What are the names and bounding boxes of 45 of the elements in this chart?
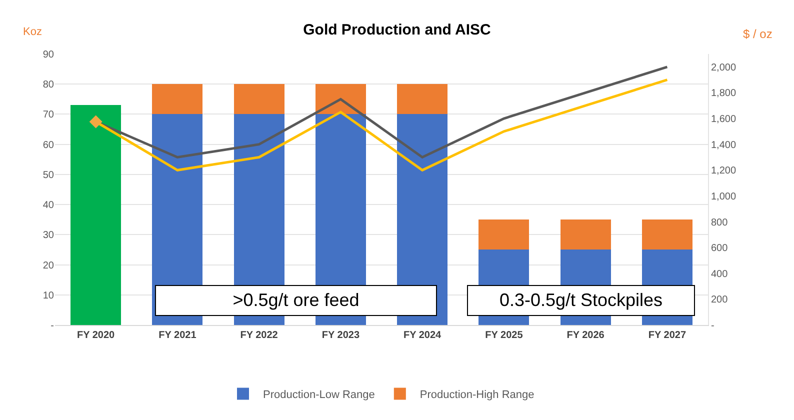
annotation: >0.5g/t ore feed xyxy=(232,290,360,311)
x-tick-label: FY 2022 xyxy=(240,330,278,341)
y-tick-label: - xyxy=(50,320,54,332)
x-tick-label: FY 2024 xyxy=(403,330,442,341)
x-tick-label: FY 2023 xyxy=(322,330,360,341)
x-tick-label: FY 2025 xyxy=(485,330,524,341)
x-tick-label: FY 2026 xyxy=(566,330,605,341)
bar xyxy=(478,220,530,250)
y2-tick-label: 800 xyxy=(711,217,728,228)
y-tick-label: 70 xyxy=(42,110,54,121)
y2-tick-label: 1,800 xyxy=(711,88,736,100)
bar xyxy=(642,220,692,250)
y2-tick-label: 1,200 xyxy=(711,166,736,177)
y2-tick-label: 2,000 xyxy=(711,62,736,74)
bar xyxy=(560,220,611,250)
bar xyxy=(70,105,122,325)
y-tick-label: 90 xyxy=(42,50,54,60)
y-axis-title: Koz xyxy=(23,26,42,38)
legend-label: Production-High Range xyxy=(420,388,534,401)
bar xyxy=(234,84,284,114)
y-tick-label: 30 xyxy=(42,230,54,242)
text-box: 0.3-0.5g/t Stockpiles xyxy=(467,285,695,316)
y-tick-label: 60 xyxy=(42,140,54,151)
y2-axis-title: $ / oz xyxy=(743,27,772,41)
y-tick-label: 10 xyxy=(42,290,54,302)
y2-tick-label: 600 xyxy=(711,243,728,254)
text-box: >0.5g/t ore feed xyxy=(155,285,437,316)
x-tick-label: FY 2021 xyxy=(158,330,197,341)
y2-tick-label: 400 xyxy=(711,268,728,280)
annotation: 0.3-0.5g/t Stockpiles xyxy=(499,290,663,311)
x-tick-label: FY 2020 xyxy=(76,330,116,341)
y2-tick-label: 1,400 xyxy=(711,140,736,151)
y2-tick-label: - xyxy=(711,320,714,332)
y2-tick-label: 1,000 xyxy=(711,191,736,202)
y2-tick-label: 1,600 xyxy=(711,114,736,126)
y-tick-label: 50 xyxy=(42,170,54,181)
y-tick-label: 40 xyxy=(42,200,54,212)
y-tick-label: 80 xyxy=(42,80,54,91)
chart-title: Gold Production and AISC xyxy=(303,22,492,39)
bar xyxy=(397,84,448,114)
x-tick-label: FY 2027 xyxy=(648,330,686,341)
y-tick-label: 20 xyxy=(42,260,54,272)
y2-tick-label: 200 xyxy=(711,294,728,306)
bar xyxy=(152,84,203,114)
legend-label: Production-Low Range xyxy=(263,388,375,401)
